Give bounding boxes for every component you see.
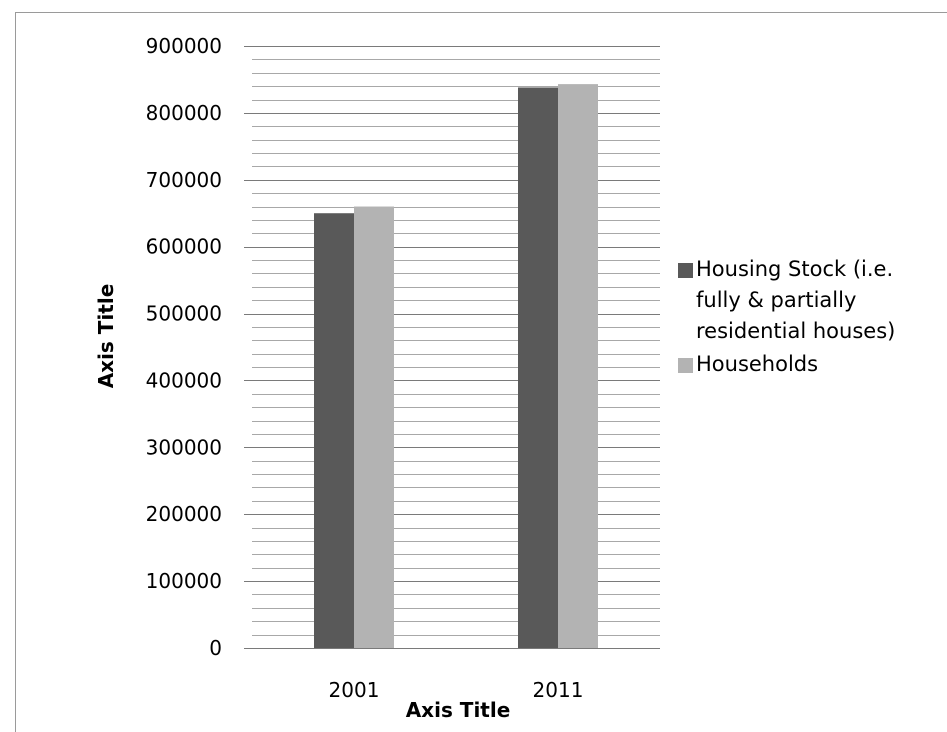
bar-housing-stock-2011 bbox=[518, 87, 558, 648]
y-tick-label: 700000 bbox=[146, 168, 222, 192]
x-tick-label: 2011 bbox=[533, 678, 584, 702]
bar-households-2011 bbox=[558, 84, 598, 649]
chart-frame bbox=[15, 12, 947, 732]
bar-households-2001 bbox=[354, 206, 394, 649]
y-tick-label: 800000 bbox=[146, 101, 222, 125]
x-tick-label: 2001 bbox=[329, 678, 380, 702]
y-tick-label: 200000 bbox=[146, 502, 222, 526]
legend-label-households: Households bbox=[696, 352, 819, 376]
y-tick-label: 300000 bbox=[146, 435, 222, 459]
bar-housing-stock-2001 bbox=[314, 213, 354, 648]
legend-label-housing-stock: Housing Stock (i.e. fully & partially re… bbox=[696, 257, 896, 343]
x-axis-ticks: 2001 2011 bbox=[329, 678, 584, 702]
x-axis-title: Axis Title bbox=[406, 698, 511, 722]
legend-swatch-households bbox=[678, 358, 693, 373]
legend: Housing Stock (i.e. fully & partially re… bbox=[678, 254, 940, 382]
legend-item-households: Households bbox=[678, 349, 940, 380]
y-tick-label: 900000 bbox=[146, 34, 222, 58]
legend-swatch-housing-stock bbox=[678, 263, 693, 278]
y-tick-label: 0 bbox=[209, 636, 222, 660]
y-tick-label: 100000 bbox=[146, 569, 222, 593]
y-axis-ticks: 0 100000 200000 300000 400000 500000 600000 700… bbox=[146, 34, 222, 660]
legend-item-housing-stock: Housing Stock (i.e. fully & partially re… bbox=[678, 254, 940, 347]
y-tick-label: 400000 bbox=[146, 368, 222, 392]
y-tick-label: 600000 bbox=[146, 235, 222, 259]
bars bbox=[314, 84, 598, 649]
y-tick-label: 500000 bbox=[146, 302, 222, 326]
y-axis-title: Axis Title bbox=[94, 284, 118, 389]
